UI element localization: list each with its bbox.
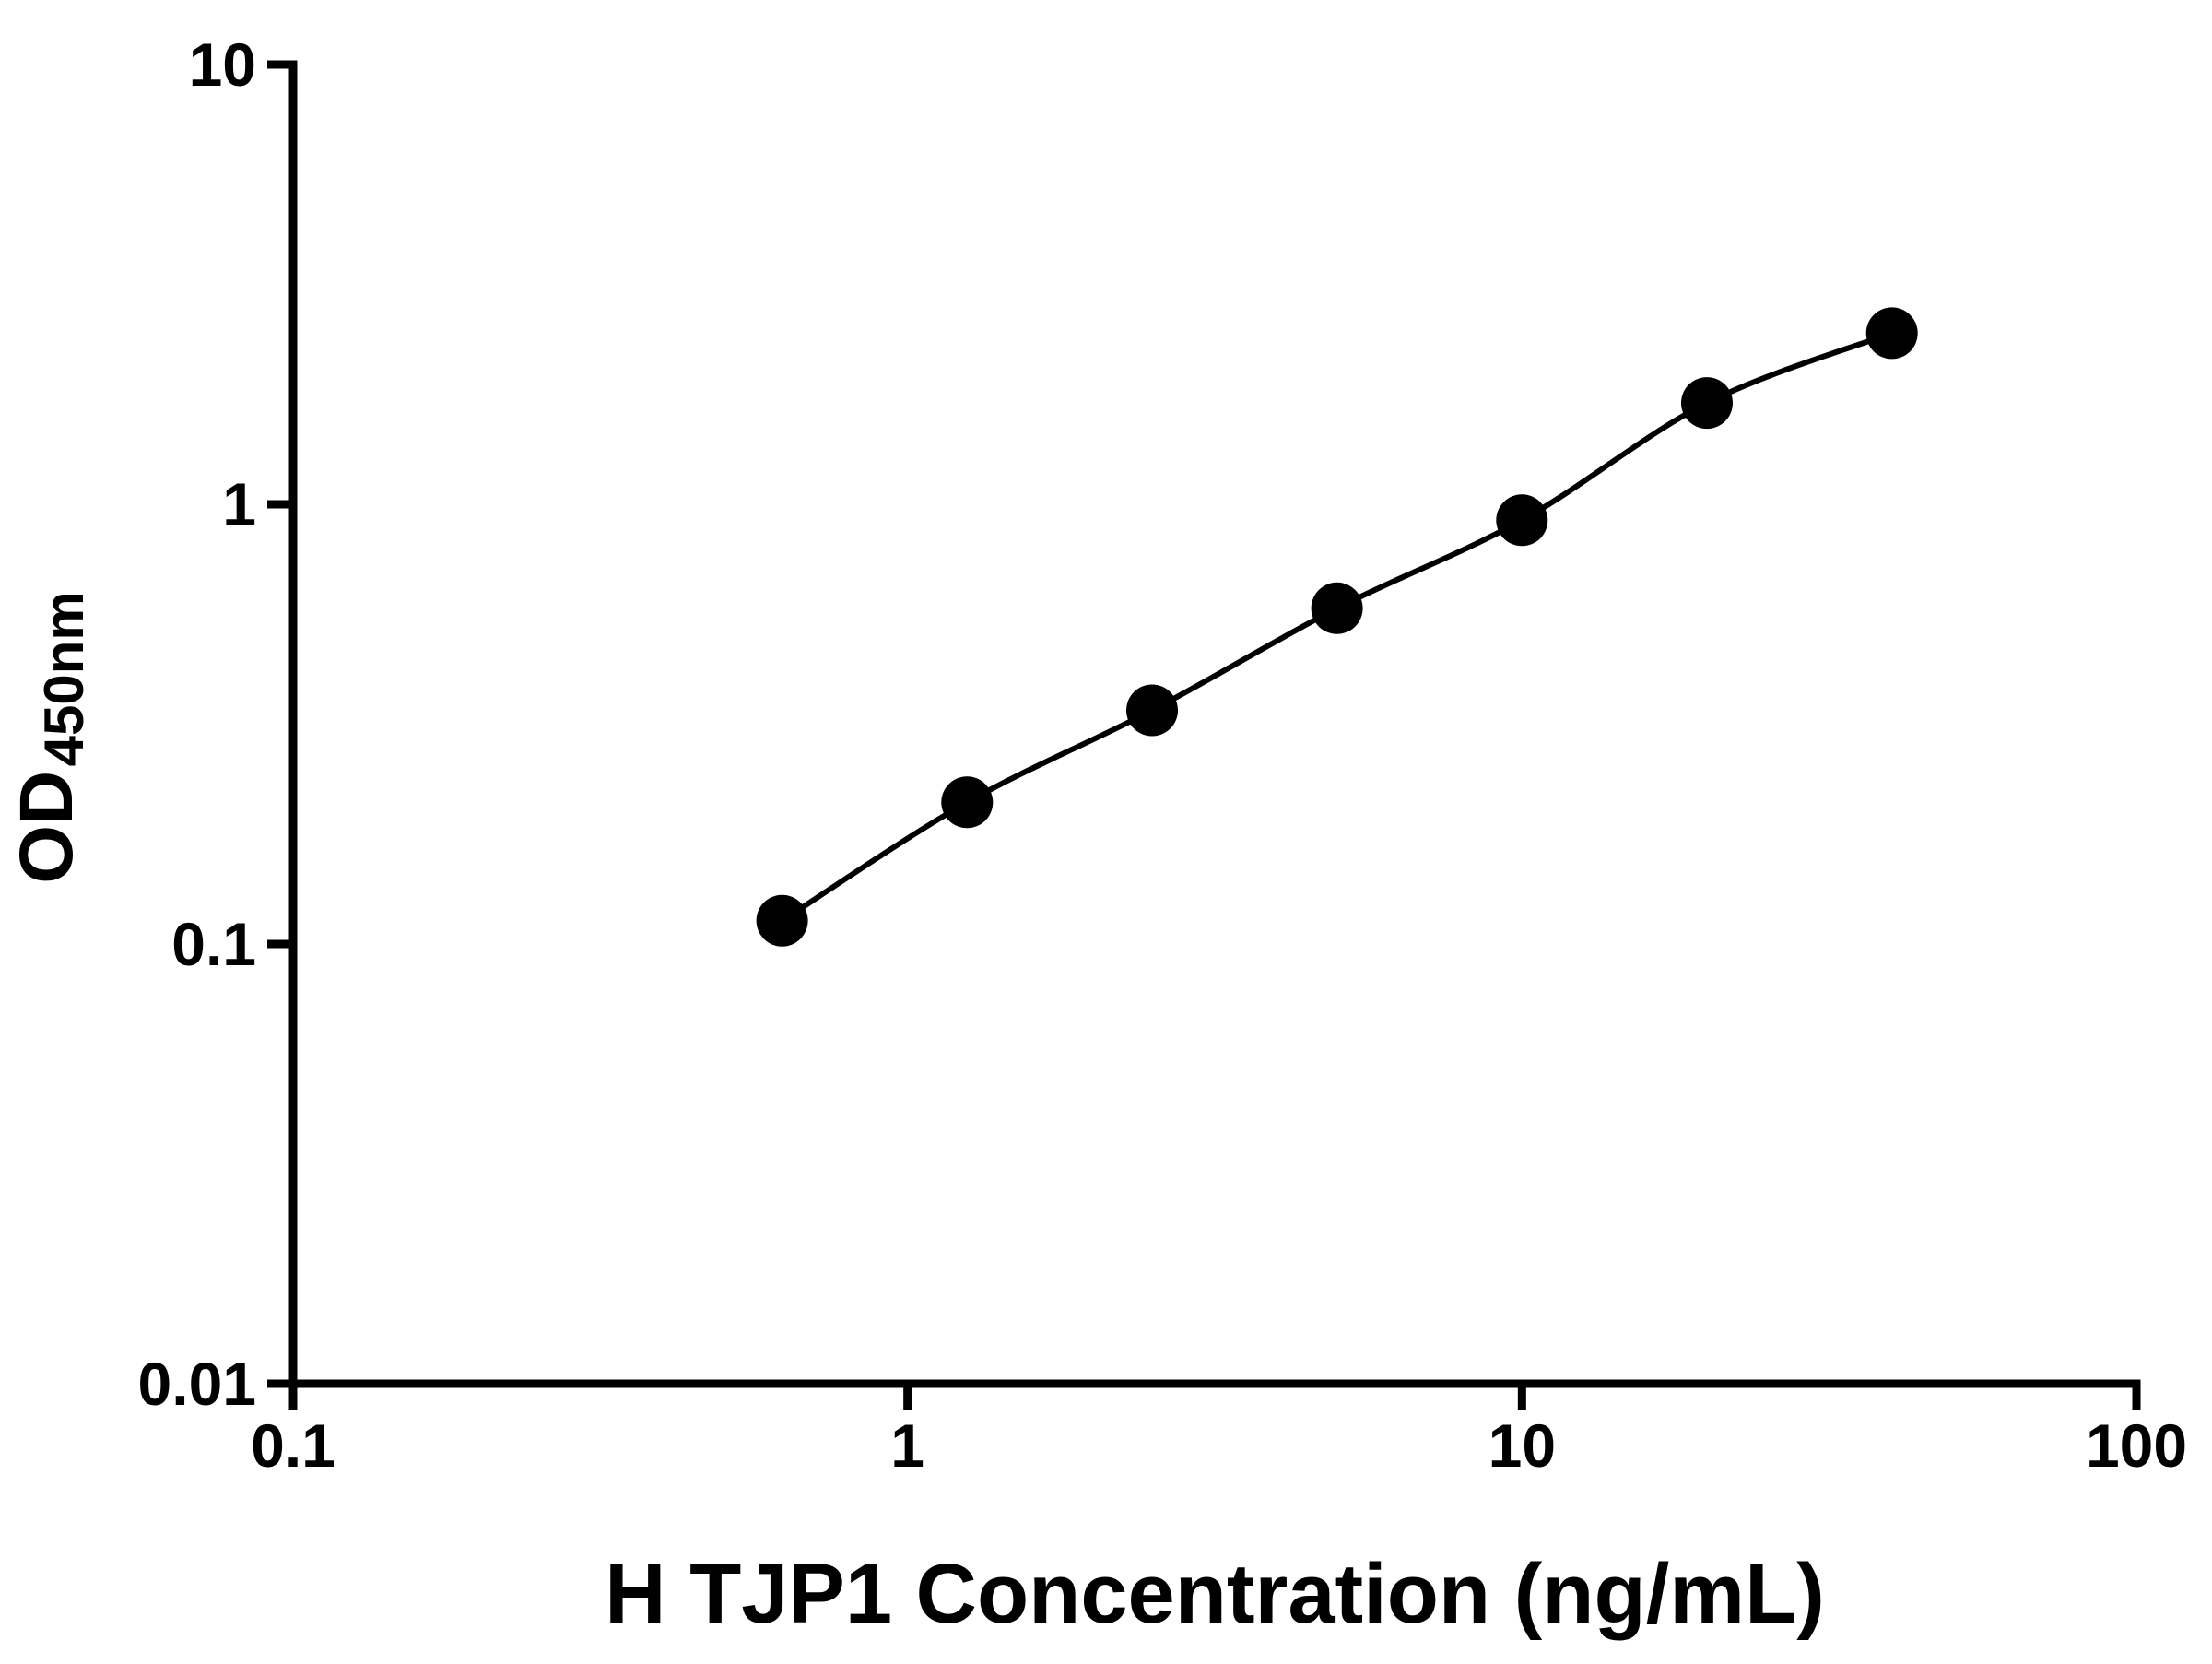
y-tick-label: 1 — [222, 470, 256, 538]
x-tick-label: 1 — [890, 1411, 924, 1480]
x-tick-label: 0.1 — [251, 1411, 335, 1480]
data-points — [756, 307, 1918, 947]
x-axis-title: H TJP1 Concentration (ng/mL) — [605, 1547, 1825, 1641]
y-axis-title-main: OD — [5, 771, 88, 884]
x-tick-label: 10 — [1488, 1411, 1556, 1480]
y-tick-label: 0.01 — [138, 1350, 256, 1418]
data-point — [1496, 494, 1548, 547]
y-tick-label: 10 — [189, 30, 256, 99]
y-tick-label: 0.1 — [171, 910, 256, 978]
tick-marks — [267, 60, 2141, 1410]
data-point — [941, 776, 994, 829]
data-point — [1126, 684, 1178, 737]
y-axis-title: OD 450nm — [5, 591, 95, 884]
data-point — [756, 894, 808, 947]
x-tick-label: 100 — [2086, 1411, 2187, 1480]
data-point — [1681, 377, 1733, 430]
y-axis-title-sub: 450nm — [33, 591, 95, 766]
axes — [288, 60, 2141, 1388]
data-point — [1865, 307, 1918, 360]
data-point — [1311, 582, 1363, 634]
